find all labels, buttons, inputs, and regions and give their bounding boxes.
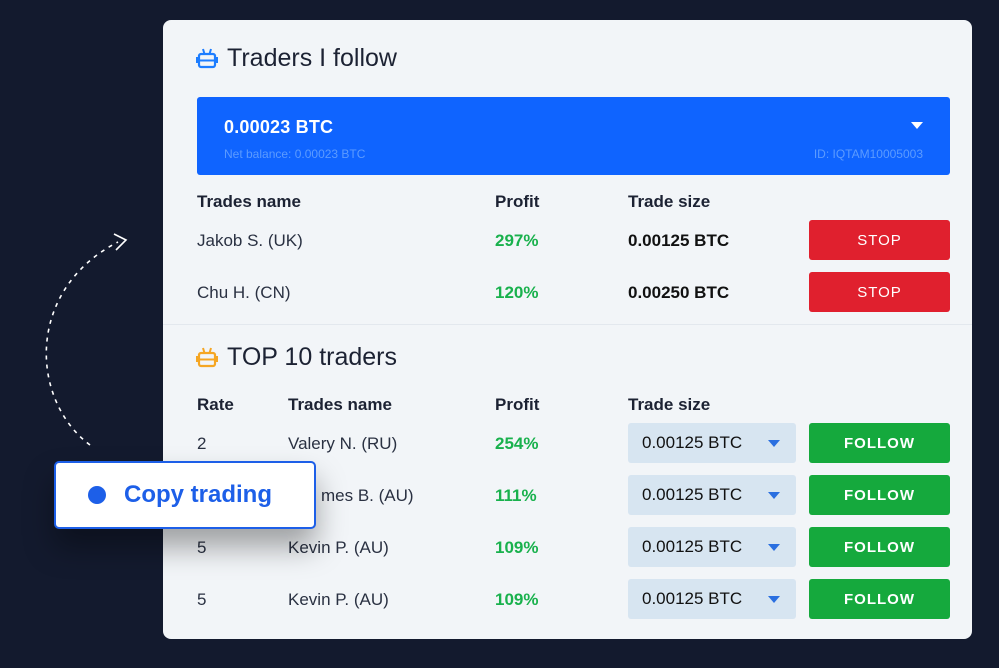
trader-profit: 254% <box>495 434 539 453</box>
column-header-profit: Profit <box>495 192 540 211</box>
trader-profit: 120% <box>495 283 539 302</box>
trade-size: 0.00125 BTC <box>628 231 730 250</box>
chevron-down-icon <box>768 596 780 603</box>
stop-button[interactable]: STOP <box>809 272 950 312</box>
trade-size: 0.00250 BTC <box>628 283 730 302</box>
chevron-down-icon <box>768 440 780 447</box>
chevron-down-icon <box>911 122 923 129</box>
trader-name: Chu H. (CN) <box>197 283 291 302</box>
column-header-size: Trade size <box>628 192 711 211</box>
top-traders-title: TOP 10 traders <box>196 343 397 372</box>
trade-size-value: 0.00125 BTC <box>642 433 743 452</box>
trade-size-select[interactable]: 0.00125 BTC <box>628 423 796 463</box>
column-header-name: Trades name <box>197 192 301 211</box>
trader-profit: 109% <box>495 538 539 557</box>
follow-button[interactable]: FOLLOW <box>809 423 950 463</box>
trader-name: Kevin P. (AU) <box>288 538 389 557</box>
stop-button[interactable]: STOP <box>809 220 950 260</box>
account-id: ID: IQTAM10005003 <box>813 147 923 161</box>
follow-button[interactable]: FOLLOW <box>809 527 950 567</box>
account-balance-select[interactable]: 0.00023 BTC Net balance: 0.00023 BTC ID:… <box>197 97 950 175</box>
bullet-dot-icon <box>88 486 106 504</box>
column-header-name: Trades name <box>288 395 392 414</box>
column-header-profit: Profit <box>495 395 540 414</box>
chevron-down-icon <box>768 492 780 499</box>
account-amount: 0.00023 BTC <box>224 117 334 137</box>
trade-size-select[interactable]: 0.00125 BTC <box>628 475 796 515</box>
traders-follow-title: Traders I follow <box>196 44 397 73</box>
column-header-size: Trade size <box>628 395 711 414</box>
trade-size-value: 0.00125 BTC <box>642 589 743 608</box>
trade-size-value: 0.00125 BTC <box>642 485 743 504</box>
chevron-down-icon <box>768 544 780 551</box>
follow-button[interactable]: FOLLOW <box>809 579 950 619</box>
trade-size-select[interactable]: 0.00125 BTC <box>628 579 796 619</box>
section-divider <box>163 324 972 325</box>
trade-size-select[interactable]: 0.00125 BTC <box>628 527 796 567</box>
trader-name: Jakob S. (UK) <box>197 231 303 250</box>
copy-trading-panel: Traders I follow 0.00023 BTC Net balance… <box>163 20 972 639</box>
trader-rate: 2 <box>197 434 207 453</box>
section-title-text: TOP 10 traders <box>227 343 397 371</box>
net-balance: Net balance: 0.00023 BTC <box>224 147 366 161</box>
robot-icon <box>196 48 218 70</box>
copy-trading-badge: Copy trading <box>54 461 316 529</box>
trader-name: Kevin P. (AU) <box>288 590 389 609</box>
trader-name: Valery N. (RU) <box>288 434 398 453</box>
trader-profit: 109% <box>495 590 539 609</box>
column-header-rate: Rate <box>197 395 234 414</box>
follow-button[interactable]: FOLLOW <box>809 475 950 515</box>
robot-icon <box>196 347 218 369</box>
trader-profit: 111% <box>495 486 537 505</box>
section-title-text: Traders I follow <box>227 44 397 72</box>
dashed-arrow-icon <box>45 233 128 446</box>
trader-rate: 5 <box>197 590 207 609</box>
trader-name: mes B. (AU) <box>321 486 414 505</box>
badge-label: Copy trading <box>124 481 272 508</box>
trader-profit: 297% <box>495 231 539 250</box>
trader-rate: 5 <box>197 538 207 557</box>
trade-size-value: 0.00125 BTC <box>642 537 743 556</box>
